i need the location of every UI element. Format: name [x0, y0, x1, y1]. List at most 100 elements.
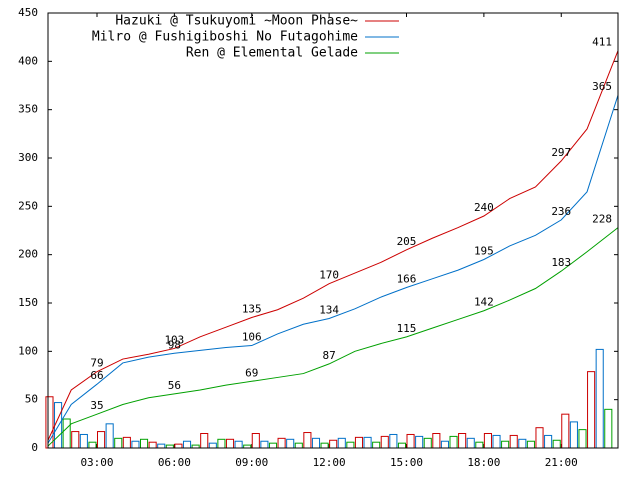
- data-label: 66: [90, 369, 103, 382]
- bar: [268, 442, 278, 449]
- y-tick-label: 300: [18, 151, 38, 164]
- y-tick-label: 400: [18, 54, 38, 67]
- data-label: 35: [90, 399, 103, 412]
- y-tick-label: 100: [18, 344, 38, 357]
- data-label: 115: [397, 322, 417, 335]
- data-label: 98: [168, 338, 181, 351]
- bar: [397, 442, 407, 449]
- bar: [251, 433, 260, 449]
- bar: [475, 441, 484, 449]
- bar: [320, 442, 329, 449]
- bar: [346, 441, 355, 449]
- bar: [363, 436, 372, 449]
- data-label: 87: [323, 349, 336, 362]
- data-label: 142: [474, 296, 494, 309]
- bar: [458, 433, 467, 449]
- bar: [174, 443, 183, 449]
- y-tick-label: 50: [25, 393, 38, 406]
- legend-label: Ren @ Elemental Gelade: [186, 46, 358, 61]
- bar: [552, 439, 561, 449]
- bar: [406, 433, 415, 449]
- bar: [569, 421, 578, 449]
- bar: [432, 433, 441, 449]
- bar: [535, 427, 544, 449]
- data-label: 106: [242, 331, 262, 344]
- bar: [518, 438, 527, 449]
- y-tick-label: 450: [18, 6, 38, 19]
- legend-label: Hazuki @ Tsukuyomi ~Moon Phase~: [115, 14, 358, 29]
- bar: [294, 442, 303, 449]
- bar: [105, 423, 114, 449]
- bar: [544, 434, 553, 449]
- bar: [595, 348, 604, 449]
- y-tick-label: 250: [18, 199, 38, 212]
- bar: [303, 432, 312, 449]
- y-tick-label: 350: [18, 103, 38, 116]
- bar: [148, 441, 157, 449]
- bar: [260, 440, 269, 449]
- bar: [329, 439, 338, 449]
- line: [47, 95, 619, 444]
- data-label: 297: [551, 146, 571, 159]
- data-label: 205: [397, 235, 417, 248]
- bar: [415, 435, 424, 449]
- bar: [526, 440, 535, 449]
- data-label: 411: [592, 36, 612, 49]
- data-label: 195: [474, 245, 494, 258]
- bar: [561, 413, 570, 449]
- data-label: 183: [551, 256, 571, 269]
- data-label: 56: [168, 379, 181, 392]
- bar: [354, 436, 364, 449]
- bar: [182, 440, 192, 449]
- bar: [337, 437, 346, 449]
- x-tick-label: 18:00: [467, 456, 500, 469]
- bar: [372, 441, 381, 449]
- bar: [62, 418, 71, 449]
- data-label: 134: [319, 303, 339, 316]
- bar: [131, 440, 140, 449]
- data-label: 228: [592, 213, 612, 226]
- bar: [389, 433, 398, 449]
- bar: [217, 438, 226, 449]
- x-tick-label: 12:00: [313, 456, 346, 469]
- x-tick-label: 21:00: [545, 456, 578, 469]
- data-label: 240: [474, 201, 494, 214]
- y-tick-label: 150: [18, 296, 38, 309]
- bar: [114, 437, 123, 449]
- y-tick-label: 200: [18, 248, 38, 261]
- bar: [122, 436, 131, 449]
- bar: [587, 371, 596, 449]
- data-label: 79: [90, 357, 103, 370]
- data-label: 135: [242, 303, 262, 316]
- bar: [311, 437, 321, 449]
- bar: [79, 433, 88, 449]
- bar: [380, 435, 389, 449]
- data-label: 69: [245, 366, 258, 379]
- bar: [466, 437, 475, 449]
- legend-label: Milro @ Fushigiboshi No Futagohime: [92, 30, 358, 45]
- bar: [234, 440, 243, 449]
- plot-frame: [47, 12, 619, 449]
- line: [47, 227, 619, 447]
- bar: [88, 441, 97, 449]
- bar: [97, 431, 106, 449]
- bar: [483, 433, 492, 449]
- data-label: 103: [164, 333, 184, 346]
- bar: [509, 434, 518, 449]
- bar: [449, 435, 458, 449]
- bar: [139, 438, 149, 449]
- x-tick-label: 15:00: [390, 456, 423, 469]
- data-label: 166: [397, 273, 417, 286]
- data-label: 170: [319, 269, 339, 282]
- bar: [157, 443, 166, 449]
- bar: [604, 408, 613, 449]
- bar: [225, 438, 235, 449]
- data-label: 236: [551, 205, 571, 218]
- bar: [578, 429, 587, 449]
- data-label: 365: [592, 80, 612, 93]
- bar: [208, 442, 217, 449]
- bar: [54, 402, 63, 449]
- bar: [277, 437, 286, 449]
- y-tick-label: 0: [31, 441, 38, 454]
